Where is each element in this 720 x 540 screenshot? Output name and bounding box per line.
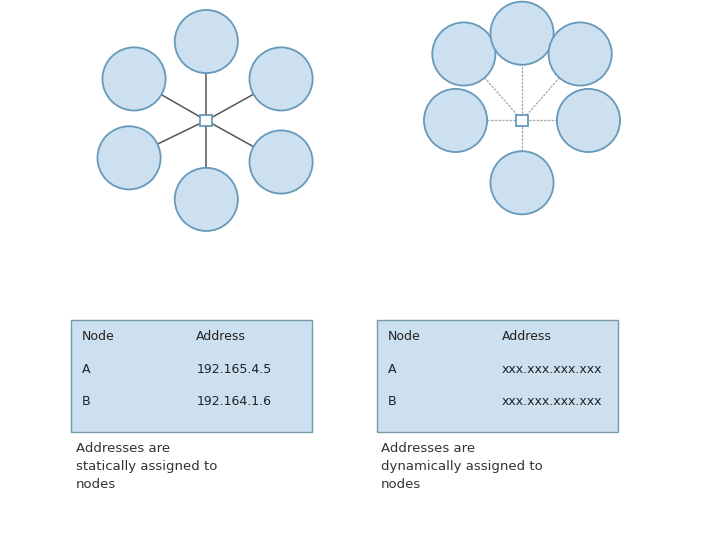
Circle shape [97, 126, 161, 190]
Text: 192.165.4.5: 192.165.4.5 [196, 363, 271, 376]
Bar [516, 114, 528, 126]
Circle shape [250, 48, 312, 111]
Text: B: B [81, 395, 90, 408]
Circle shape [549, 23, 612, 85]
Text: Address: Address [502, 330, 552, 343]
Bar [377, 320, 618, 432]
Circle shape [175, 168, 238, 231]
Text: 192.164.1.6: 192.164.1.6 [196, 395, 271, 408]
Text: Addresses are
dynamically assigned to
nodes: Addresses are dynamically assigned to no… [381, 442, 542, 491]
Text: Node: Node [81, 330, 114, 343]
Circle shape [102, 48, 166, 111]
Text: Address: Address [196, 330, 246, 343]
Circle shape [250, 131, 312, 193]
Circle shape [175, 10, 238, 73]
Text: Node: Node [387, 330, 420, 343]
Circle shape [557, 89, 620, 152]
Text: xxx.xxx.xxx.xxx: xxx.xxx.xxx.xxx [502, 395, 603, 408]
Bar [71, 320, 312, 432]
Circle shape [490, 151, 554, 214]
Text: B: B [387, 395, 396, 408]
Circle shape [432, 23, 495, 85]
Text: A: A [387, 363, 396, 376]
Text: A: A [81, 363, 90, 376]
Text: Addresses are
statically assigned to
nodes: Addresses are statically assigned to nod… [76, 442, 217, 491]
Bar [200, 114, 212, 126]
Circle shape [490, 2, 554, 65]
Circle shape [424, 89, 487, 152]
Text: xxx.xxx.xxx.xxx: xxx.xxx.xxx.xxx [502, 363, 603, 376]
